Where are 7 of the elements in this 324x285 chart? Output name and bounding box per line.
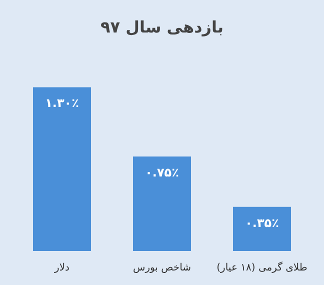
data-label: ۰.۳۵٪ [245, 216, 279, 230]
x-tick-label: شاخص بورس [132, 262, 192, 274]
data-label: ۱.۳۰٪ [45, 96, 79, 110]
chart-title: بازدهی سال ۹۷ [100, 18, 224, 36]
data-label: ۰.۷۵٪ [145, 166, 179, 180]
x-tick-label: طلای گرمی (۱۸ عیار) [216, 262, 308, 274]
x-tick-label: دلار [54, 262, 70, 274]
